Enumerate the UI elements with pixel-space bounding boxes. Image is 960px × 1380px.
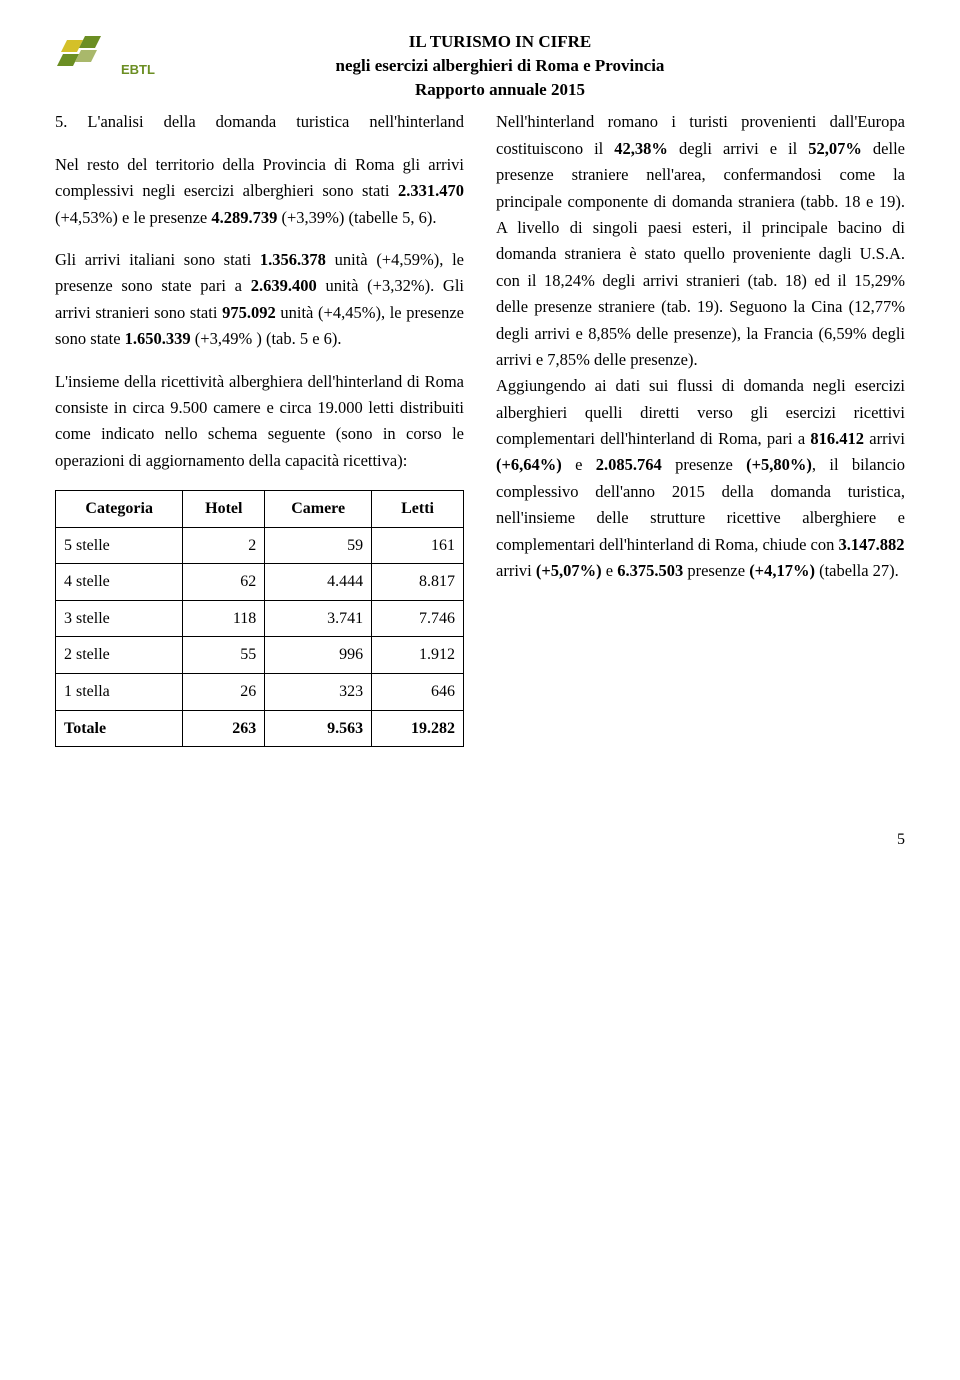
table-cell: 55 xyxy=(183,637,265,674)
left-para-3: Gli arrivi italiani sono stati 1.356.378… xyxy=(55,247,464,353)
table-cell: 59 xyxy=(265,527,372,564)
table-cell: 4.444 xyxy=(265,564,372,601)
table-row: 5 stelle259161 xyxy=(56,527,464,564)
table-cell: 62 xyxy=(183,564,265,601)
header-titles: IL TURISMO IN CIFRE negli esercizi alber… xyxy=(95,30,905,101)
th-letti: Letti xyxy=(372,491,464,528)
table-cell: 646 xyxy=(372,674,464,711)
table-cell: 4 stelle xyxy=(56,564,183,601)
table-cell: 118 xyxy=(183,600,265,637)
table-cell: 5 stelle xyxy=(56,527,183,564)
left-column: 5. L'analisi della domanda turistica nel… xyxy=(55,109,464,747)
table-row: 4 stelle624.4448.817 xyxy=(56,564,464,601)
table-total-row: Totale2639.56319.282 xyxy=(56,710,464,747)
table-cell: 9.563 xyxy=(265,710,372,747)
table-row: 1 stella26323646 xyxy=(56,674,464,711)
table-cell: 26 xyxy=(183,674,265,711)
left-para-2: Nel resto del territorio della Provincia… xyxy=(55,152,464,231)
page-number: 5 xyxy=(55,827,905,853)
right-column: Nell'hinterland romano i turisti proveni… xyxy=(496,109,905,747)
table-cell: 19.282 xyxy=(372,710,464,747)
section-title: 5. L'analisi della domanda turistica nel… xyxy=(55,112,464,131)
table-row: 3 stelle1183.7417.746 xyxy=(56,600,464,637)
hotel-capacity-table: Categoria Hotel Camere Letti 5 stelle259… xyxy=(55,490,464,747)
table-cell: 3 stelle xyxy=(56,600,183,637)
th-categoria: Categoria xyxy=(56,491,183,528)
table-cell: 7.746 xyxy=(372,600,464,637)
table-cell: Totale xyxy=(56,710,183,747)
two-column-body: 5. L'analisi della domanda turistica nel… xyxy=(55,109,905,747)
right-para-1: Nell'hinterland romano i turisti proveni… xyxy=(496,109,905,373)
right-para-2: Aggiungendo ai dati sui flussi di domand… xyxy=(496,373,905,558)
table-row: 2 stelle559961.912 xyxy=(56,637,464,674)
header-title-2: negli esercizi alberghieri di Roma e Pro… xyxy=(95,54,905,78)
header-title-1: IL TURISMO IN CIFRE xyxy=(95,30,905,54)
section-heading: 5. L'analisi della domanda turistica nel… xyxy=(55,109,464,135)
right-para-3: arrivi (+5,07%) e 6.375.503 presenze (+4… xyxy=(496,558,905,584)
table-cell: 1.912 xyxy=(372,637,464,674)
table-cell: 263 xyxy=(183,710,265,747)
table-cell: 323 xyxy=(265,674,372,711)
table-cell: 3.741 xyxy=(265,600,372,637)
th-camere: Camere xyxy=(265,491,372,528)
table-cell: 2 xyxy=(183,527,265,564)
document-header: EBTL IL TURISMO IN CIFRE negli esercizi … xyxy=(55,30,905,101)
table-cell: 996 xyxy=(265,637,372,674)
left-para-4: L'insieme della ricettività alberghiera … xyxy=(55,369,464,475)
th-hotel: Hotel xyxy=(183,491,265,528)
table-cell: 1 stella xyxy=(56,674,183,711)
table-cell: 161 xyxy=(372,527,464,564)
table-cell: 2 stelle xyxy=(56,637,183,674)
table-cell: 8.817 xyxy=(372,564,464,601)
table-header-row: Categoria Hotel Camere Letti xyxy=(56,491,464,528)
header-title-3: Rapporto annuale 2015 xyxy=(95,78,905,102)
